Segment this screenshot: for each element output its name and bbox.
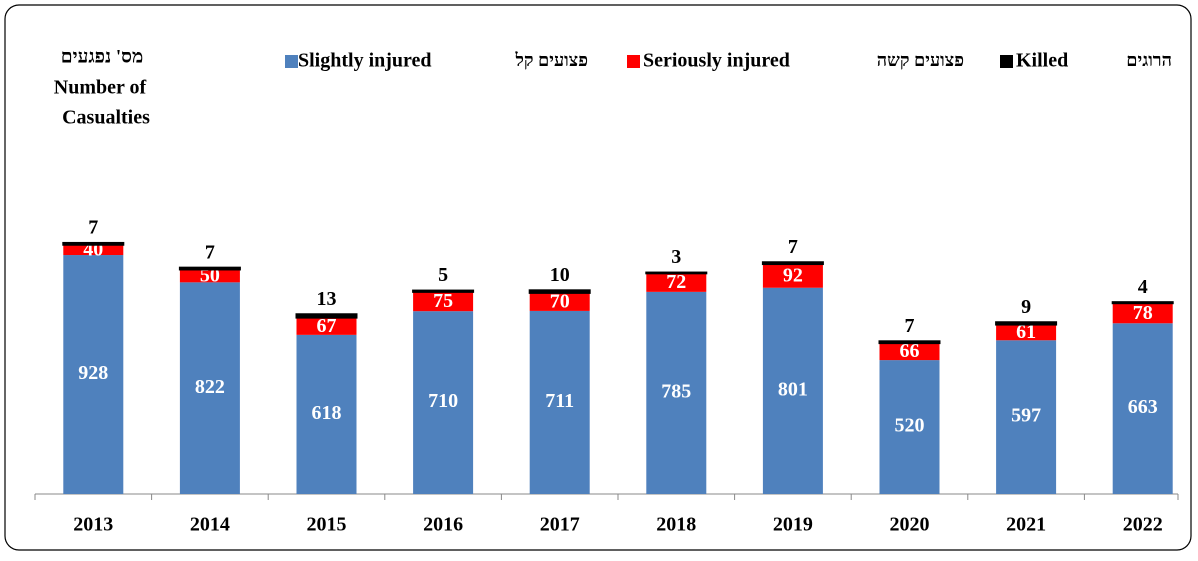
data-label: 5 — [438, 264, 448, 286]
bar-segment — [996, 340, 1057, 494]
bar-segment — [178, 266, 241, 271]
bar-segment — [1112, 323, 1173, 494]
data-label: 66 — [900, 340, 920, 362]
x-tick-label: 2015 — [307, 514, 347, 536]
x-tick-label: 2018 — [656, 514, 696, 536]
data-label: 597 — [1011, 405, 1041, 427]
bar-segment — [62, 241, 125, 246]
bar-segment — [179, 282, 240, 494]
x-tick-label: 2022 — [1123, 514, 1163, 536]
bar-segment — [179, 269, 240, 283]
data-label: 67 — [317, 315, 337, 337]
data-label: 7 — [905, 315, 915, 337]
bar-segment — [296, 317, 357, 335]
data-label: 61 — [1016, 321, 1036, 343]
x-tick-label: 2016 — [423, 514, 463, 536]
bar-segment — [529, 292, 590, 311]
data-label: 7 — [88, 217, 98, 239]
data-label: 7 — [205, 241, 215, 263]
bar-segment — [878, 340, 941, 345]
bar-segment — [879, 343, 940, 361]
bar-segment — [645, 271, 708, 275]
data-label: 75 — [433, 290, 453, 312]
bar-segment — [528, 289, 591, 294]
data-label: 822 — [195, 376, 225, 398]
data-label: 3 — [671, 246, 681, 268]
legend-label-he: הרוגים — [1126, 50, 1172, 70]
legend-swatch — [1000, 55, 1013, 68]
x-tick-label: 2014 — [190, 514, 230, 536]
legend-label-he: פצועים קל — [514, 50, 588, 70]
data-label: 801 — [778, 378, 808, 400]
bar-segment — [413, 291, 474, 312]
bar-segment — [995, 321, 1058, 326]
data-label: 928 — [78, 362, 108, 384]
data-label: 72 — [666, 271, 686, 293]
data-label: 10 — [550, 264, 570, 286]
data-label: 710 — [428, 390, 458, 412]
bar-segment — [296, 334, 357, 494]
y-axis-title: Number of — [54, 77, 147, 99]
bar-segment — [762, 264, 823, 288]
data-label: 13 — [317, 288, 337, 310]
data-label: 663 — [1128, 396, 1158, 418]
bar-segment — [529, 310, 590, 494]
legend-swatch — [285, 55, 298, 68]
x-tick-label: 2020 — [890, 514, 930, 536]
bar-segment — [761, 261, 824, 266]
data-label: 78 — [1133, 302, 1153, 324]
data-label: 40 — [83, 238, 103, 260]
legend-label: Slightly injured — [298, 50, 432, 72]
x-tick-label: 2019 — [773, 514, 813, 536]
bar-segment — [646, 273, 707, 292]
data-label: 9 — [1021, 296, 1031, 318]
legend-label: Killed — [1016, 50, 1068, 72]
data-label: 70 — [550, 290, 570, 312]
bar-segment — [879, 360, 940, 494]
y-axis-title: Casualties — [62, 107, 150, 129]
bar-segment — [412, 289, 475, 293]
x-tick-label: 2013 — [73, 514, 113, 536]
legend-swatch — [627, 55, 640, 68]
bar-segment — [413, 311, 474, 494]
bar-segment — [63, 244, 124, 256]
data-label: 7 — [788, 236, 798, 258]
legend-label: Seriously injured — [643, 50, 790, 72]
bar-segment — [1112, 303, 1173, 324]
data-label: 618 — [312, 402, 342, 424]
bar-segment — [762, 287, 823, 494]
bar-segment — [1111, 301, 1174, 305]
y-axis-title-he: מס' נפגעים — [61, 46, 143, 67]
legend-label-he: פצועים קשה — [877, 50, 964, 70]
bar-segment — [646, 291, 707, 494]
data-label: 92 — [783, 264, 803, 286]
bar-segment — [996, 324, 1057, 341]
data-label: 711 — [545, 390, 574, 412]
data-label: 4 — [1138, 276, 1148, 298]
data-label: 785 — [661, 381, 691, 403]
data-label: 520 — [895, 415, 925, 437]
bar-segment — [63, 255, 124, 494]
x-tick-label: 2021 — [1006, 514, 1046, 536]
x-tick-label: 2017 — [540, 514, 580, 536]
bar-segment — [295, 313, 358, 319]
